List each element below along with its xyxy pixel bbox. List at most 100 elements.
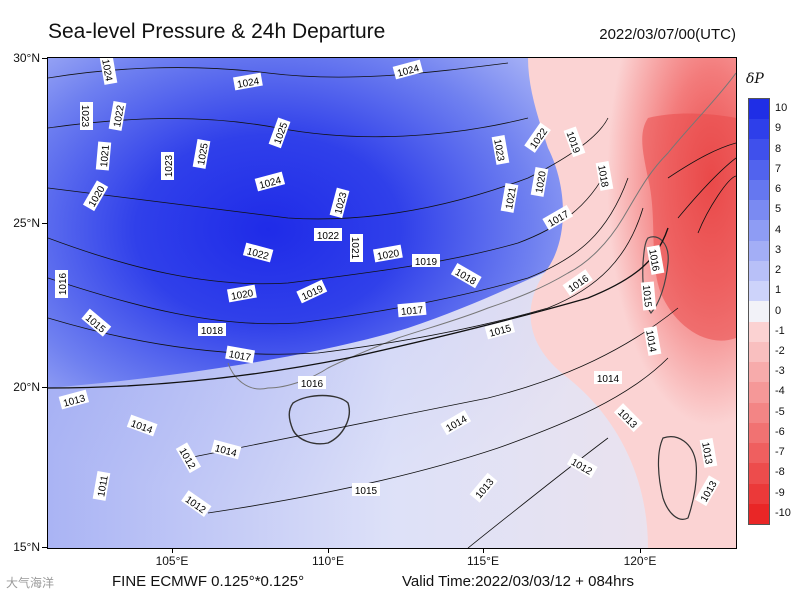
isobar-label: 1020	[230, 288, 254, 303]
lon-label-105e: 105°E	[155, 554, 189, 568]
departure-shading-red-core	[642, 113, 736, 341]
isobar-line	[187, 307, 679, 459]
isobar-line	[48, 177, 629, 325]
lon-tick	[640, 548, 641, 553]
colorbar-label: -8	[775, 466, 785, 479]
isobar-label: 1018	[595, 164, 610, 188]
colorbar-swatch	[749, 341, 769, 363]
colorbar-swatch	[749, 99, 769, 120]
colorbar-swatch	[749, 382, 769, 404]
colorbar-label: 8	[775, 142, 782, 155]
isobar-label: 1014	[597, 374, 620, 385]
colorbar-swatch	[749, 179, 769, 201]
isobar-label: 1022	[112, 104, 127, 128]
colorbar-swatch	[749, 119, 769, 140]
colorbar-label: 9	[775, 122, 782, 135]
lon-tick	[328, 548, 329, 553]
lat-label-15n: 15°N	[13, 540, 40, 554]
isobar-label: 1021	[504, 186, 519, 210]
map-panel: 1024 1024 1024 1023 1022 1021 1020 1023 …	[47, 57, 737, 549]
colorbar-swatch	[749, 281, 769, 302]
lon-label-120e: 120°E	[623, 554, 657, 568]
lat-tick	[42, 58, 47, 59]
colorbar-label: 10	[775, 102, 788, 115]
colorbar	[748, 98, 770, 525]
isobar-label: 1015	[640, 285, 653, 309]
isobar-label: 1017	[228, 349, 252, 364]
isobar-label: 1016	[646, 248, 661, 272]
colorbar-swatch	[749, 463, 769, 485]
isobar-line	[48, 117, 609, 220]
lon-tick	[483, 548, 484, 553]
colorbar-swatch	[749, 260, 769, 282]
isobar-label: 1013	[699, 441, 714, 465]
colorbar-label: -10	[775, 506, 791, 519]
colorbar-label: 7	[775, 162, 782, 175]
colorbar-swatch	[749, 503, 769, 525]
isobar-line	[48, 207, 644, 355]
isobar-line	[667, 142, 736, 179]
lon-label-110e: 110°E	[312, 554, 344, 568]
isobar-labels: 1024 1024 1024 1023 1022 1021 1020 1023 …	[55, 58, 721, 517]
colorbar-label: -3	[775, 365, 785, 378]
isobar-label: 1019	[415, 257, 438, 268]
isobar-label: 1021	[99, 144, 112, 168]
valid-time: Valid Time:2022/03/03/12 + 084hrs	[402, 573, 634, 590]
colorbar-label: -9	[775, 486, 785, 499]
isobar-label: 1018	[201, 326, 224, 337]
datetime-label: 2022/03/07/00(UTC)	[599, 26, 736, 43]
isobar-line	[48, 227, 669, 389]
colorbar-swatch	[749, 240, 769, 262]
isobar-label: 1015	[355, 486, 378, 497]
isobar-label: 1023	[491, 138, 506, 162]
isobar-label: 1016	[58, 272, 69, 295]
colorbar-label: 6	[775, 183, 782, 196]
chart-title: Sea-level Pressure & 24h Departure	[48, 20, 386, 43]
colorbar-label: -6	[775, 425, 785, 438]
isobar-label: 1023	[79, 105, 90, 128]
colorbar-swatch	[749, 301, 769, 323]
isobar-label: 1024	[236, 76, 260, 91]
taiwan-island	[642, 236, 669, 314]
isobar-label: 1022	[317, 231, 340, 242]
colorbar-swatch	[749, 321, 769, 343]
colorbar-label: 1	[775, 284, 782, 297]
colorbar-label: -7	[775, 446, 785, 459]
colorbar-swatch	[749, 362, 769, 383]
colorbar-label: -2	[775, 344, 785, 357]
colorbar-label: 2	[775, 264, 782, 277]
isobar-line	[467, 437, 609, 548]
isobar-label: 1020	[534, 170, 549, 194]
colorbar-swatch	[749, 483, 769, 505]
colorbar-swatch	[749, 159, 769, 181]
coastline-mainland	[227, 72, 736, 390]
colorbar-label: 5	[775, 203, 782, 216]
isobar-line	[207, 357, 669, 514]
isobar-label: 1020	[376, 248, 400, 263]
colorbar-label: -4	[775, 385, 785, 398]
lat-label-25n: 25°N	[13, 216, 40, 230]
lat-tick	[42, 547, 47, 548]
colorbar-label: -5	[775, 405, 785, 418]
isobar-label: 1021	[349, 237, 360, 260]
colorbar-swatch	[749, 220, 769, 242]
lat-tick	[42, 387, 47, 388]
colorbar-swatch	[749, 443, 769, 464]
watermark-logo: 大气海洋	[6, 576, 55, 590]
lon-label-115e: 115°E	[467, 554, 499, 568]
colorbar-swatch	[749, 139, 769, 161]
luzon-island	[657, 436, 698, 520]
colorbar-swatch	[749, 200, 769, 221]
isobar-line	[677, 157, 736, 219]
colorbar-label: -1	[775, 324, 785, 337]
isobar-label: 1025	[196, 142, 211, 166]
lat-tick	[42, 223, 47, 224]
isobar-label: 1024	[99, 58, 114, 82]
lat-label-20n: 20°N	[13, 380, 40, 394]
colorbar-label: 3	[775, 243, 782, 256]
lon-tick	[172, 548, 173, 553]
model-info: FINE ECMWF 0.125°*0.125°	[112, 573, 305, 590]
isobar-line	[697, 175, 736, 234]
colorbar-title: δP	[746, 71, 764, 87]
isobar-label: 1023	[164, 154, 175, 177]
